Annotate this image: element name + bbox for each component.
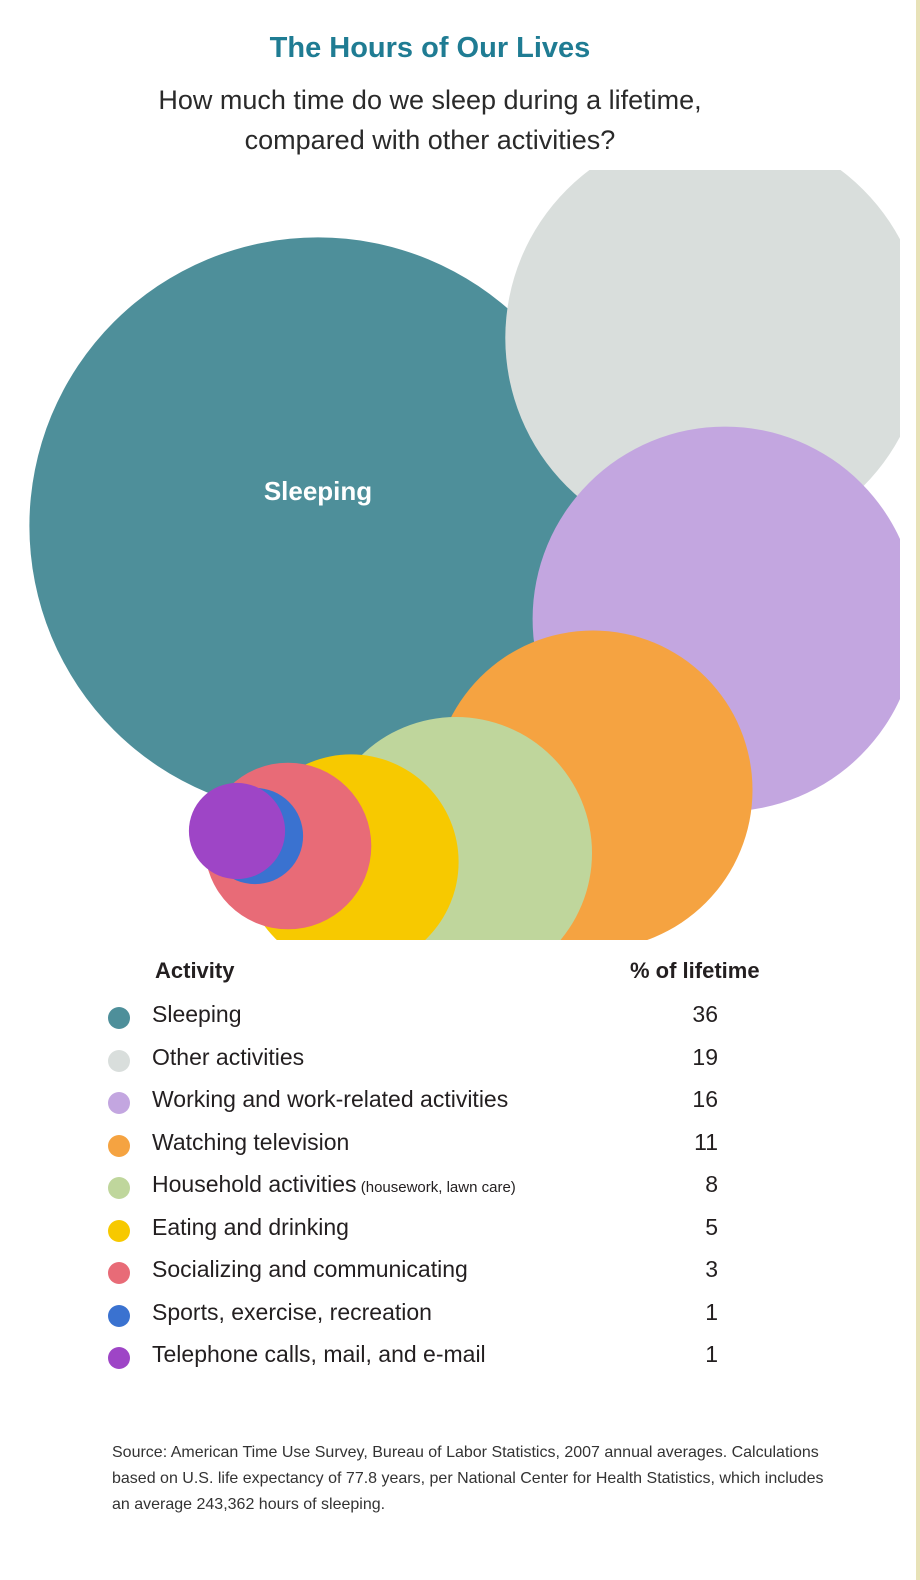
legend-swatch xyxy=(108,1007,130,1029)
legend-row: Telephone calls, mail, and e-mail 1 xyxy=(108,1338,748,1381)
legend-swatch xyxy=(108,1304,130,1327)
activity-note: (housework, lawn care) xyxy=(356,1179,516,1196)
activity-percent: 3 xyxy=(705,1256,718,1282)
legend-row: Household activities (housework, lawn ca… xyxy=(108,1168,748,1211)
activity-percent: 8 xyxy=(705,1171,718,1197)
activity-percent: 1 xyxy=(705,1341,718,1367)
legend-swatch xyxy=(108,1049,130,1072)
activity-label: Sleeping xyxy=(152,1001,242,1027)
page-edge xyxy=(916,0,920,1580)
activity-label: Sports, exercise, recreation xyxy=(152,1298,432,1325)
legend-swatch xyxy=(108,1177,130,1199)
bubble-telephone-calls-mail-and-e-mail xyxy=(188,782,286,880)
chart-subtitle: How much time do we sleep during a lifet… xyxy=(158,85,702,155)
activity-label: Other activities xyxy=(152,1043,305,1070)
legend-swatch xyxy=(108,1347,130,1369)
legend-swatch xyxy=(108,1092,130,1114)
legend-row: Other activities 19 xyxy=(108,1041,748,1084)
activity-label: Watching television xyxy=(152,1128,350,1155)
chart-title: The Hours of Our Lives xyxy=(269,32,591,64)
activity-legend-table: Sleeping 36 Other activities 19 Working and … xyxy=(108,998,748,1381)
activity-label: Working and work-related activities xyxy=(152,1086,509,1112)
source-note: Source: American Time Use Survey, Bureau… xyxy=(112,1444,824,1513)
legend-row: Working and work-related activities 16 xyxy=(108,1083,748,1126)
activity-percent: 16 xyxy=(692,1086,718,1112)
bubble-label-sleeping: Sleeping xyxy=(264,476,372,506)
activity-percent: 11 xyxy=(694,1128,718,1155)
bubble-sleeping xyxy=(29,237,607,815)
activity-label: Eating and drinking xyxy=(152,1213,349,1240)
legend-swatch xyxy=(108,1219,130,1242)
activity-label: Household activities (housework, lawn ca… xyxy=(152,1171,516,1197)
legend-row: Eating and drinking 5 xyxy=(108,1211,748,1254)
legend-swatch xyxy=(108,1134,130,1157)
activity-label: Socializing and communicating xyxy=(152,1256,468,1282)
activity-label: Telephone calls, mail, and e-mail xyxy=(152,1341,486,1367)
legend-swatch xyxy=(108,1262,130,1284)
legend-row: Socializing and communicating 3 xyxy=(108,1253,748,1296)
percent-column-header: % of lifetime xyxy=(630,958,760,983)
activity-percent: 36 xyxy=(692,1001,718,1027)
legend-row: Sleeping 36 xyxy=(108,998,748,1041)
legend-row: Watching television 11 xyxy=(108,1126,748,1169)
activity-percent: 5 xyxy=(705,1213,718,1240)
activity-percent: 19 xyxy=(692,1043,718,1070)
activity-column-header: Activity xyxy=(155,958,235,983)
legend-row: Sports, exercise, recreation 1 xyxy=(108,1296,748,1339)
bubble-chart: Sleeping xyxy=(29,170,900,940)
activity-percent: 1 xyxy=(705,1298,718,1325)
